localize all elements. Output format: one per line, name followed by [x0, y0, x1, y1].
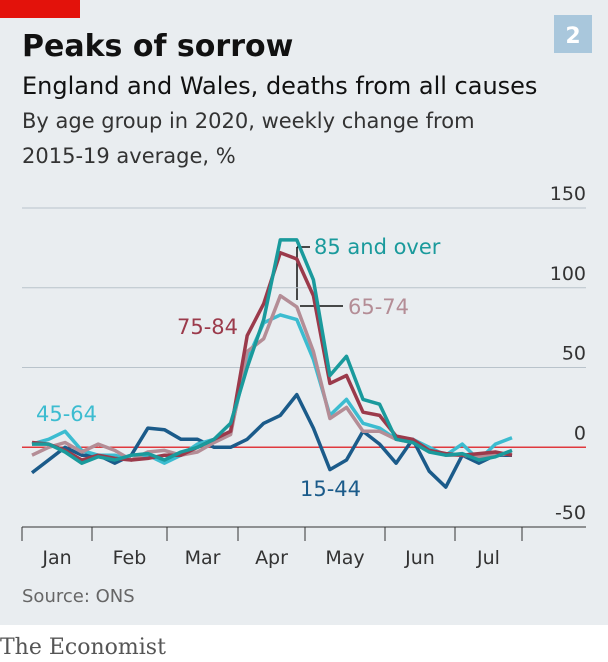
source: Source: ONS: [22, 586, 135, 607]
chart-number: 2: [565, 24, 580, 49]
x-tick-label: Apr: [255, 547, 288, 569]
series-label: 65-74: [348, 295, 409, 319]
y-tick-label: 150: [550, 183, 586, 205]
x-tick-label: Jan: [41, 547, 71, 569]
description: By age group in 2020, weekly change from: [22, 109, 475, 133]
subtitle: England and Wales, deaths from all cause…: [22, 72, 537, 100]
y-tick-label: -50: [555, 502, 586, 524]
brand: The Economist: [0, 635, 166, 660]
x-tick-label: Mar: [185, 547, 221, 569]
series-label: 85 and over: [314, 235, 441, 259]
y-tick-label: 100: [550, 263, 586, 285]
background: [0, 0, 608, 625]
x-tick-label: May: [325, 547, 364, 569]
x-tick-label: Jul: [476, 547, 500, 569]
y-tick-label: 50: [562, 343, 586, 365]
description: 2015-19 average, %: [22, 144, 236, 168]
brand-bar: [0, 0, 80, 18]
series-line: [32, 238, 513, 465]
series-label: 45-64: [36, 402, 97, 426]
series-line: [30, 392, 512, 489]
x-tick-label: Feb: [113, 547, 147, 569]
chart-number-box: [554, 15, 592, 53]
series-label: 15-44: [300, 477, 361, 501]
y-tick-label: 0: [574, 422, 586, 444]
chart-title: Peaks of sorrow: [22, 29, 293, 64]
x-tick-label: Jun: [404, 547, 435, 569]
series-label: 75-84: [177, 315, 238, 339]
